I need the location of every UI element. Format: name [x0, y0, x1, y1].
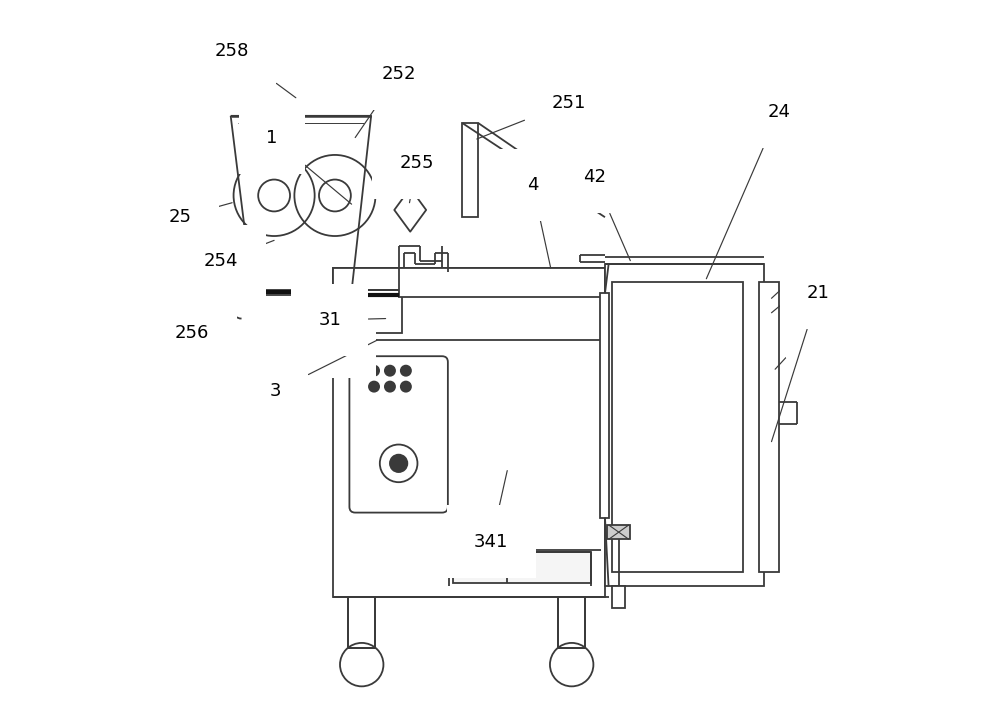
Text: 24: 24: [706, 104, 790, 279]
Bar: [612, 586, 625, 608]
Circle shape: [401, 382, 411, 392]
Text: 1: 1: [266, 129, 352, 204]
Text: 341: 341: [474, 471, 508, 550]
Text: 3: 3: [270, 340, 377, 400]
Bar: [333, 268, 402, 333]
Text: 255: 255: [399, 154, 434, 203]
Text: 4: 4: [527, 176, 551, 268]
Bar: [333, 268, 605, 597]
Text: 257: 257: [315, 289, 349, 350]
Circle shape: [385, 382, 395, 392]
Text: 22: 22: [772, 246, 830, 298]
Text: 2: 2: [775, 313, 824, 369]
Bar: [605, 264, 764, 586]
Bar: [612, 282, 743, 572]
Circle shape: [385, 366, 395, 376]
Text: 256: 256: [175, 302, 225, 342]
Polygon shape: [231, 116, 371, 291]
Text: 252: 252: [355, 65, 416, 138]
Circle shape: [369, 366, 379, 376]
Bar: [399, 268, 605, 297]
FancyBboxPatch shape: [349, 356, 448, 513]
Bar: [607, 525, 630, 539]
Text: 21: 21: [772, 285, 830, 442]
Bar: [558, 597, 585, 648]
Text: 254: 254: [204, 240, 274, 269]
Text: 23: 23: [772, 265, 830, 313]
Text: 25: 25: [168, 203, 232, 226]
Polygon shape: [394, 188, 426, 232]
Bar: [759, 282, 779, 572]
Bar: [453, 552, 590, 583]
Bar: [600, 293, 609, 518]
Circle shape: [369, 382, 379, 392]
Text: 258: 258: [215, 42, 296, 98]
Text: 31: 31: [318, 311, 386, 329]
Text: 251: 251: [477, 94, 586, 139]
Bar: [348, 597, 375, 648]
Text: 42: 42: [583, 169, 630, 261]
Bar: [462, 123, 478, 217]
Circle shape: [390, 455, 407, 472]
Circle shape: [401, 366, 411, 376]
